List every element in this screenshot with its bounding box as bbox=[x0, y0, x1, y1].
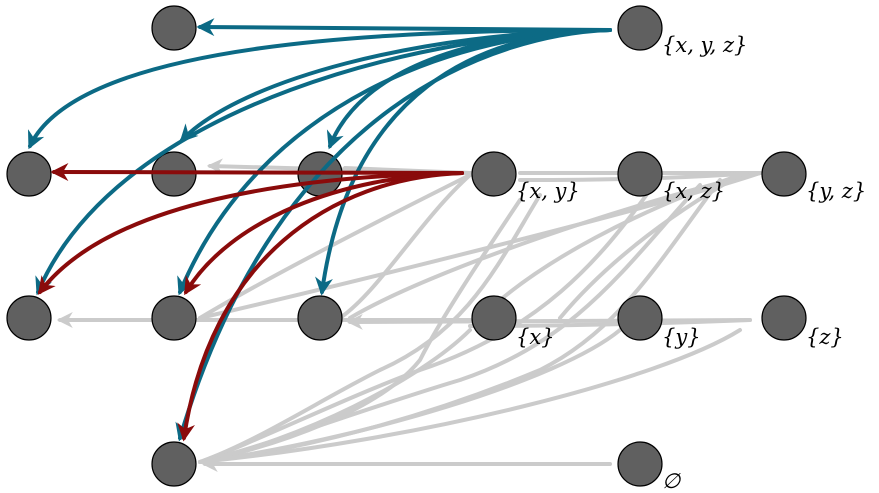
labels: {x, y, z} {x, y} {x, z} {y, z} {x} {y} {… bbox=[516, 33, 866, 493]
label-xyz: {x, y, z} bbox=[662, 33, 747, 57]
node-xy bbox=[471, 151, 517, 197]
gray-edge bbox=[198, 173, 472, 320]
node bbox=[6, 295, 52, 341]
label-yz: {y, z} bbox=[806, 179, 866, 203]
gray-edges bbox=[56, 158, 762, 472]
node-x bbox=[471, 295, 517, 341]
label-xz: {x, z} bbox=[662, 179, 725, 203]
red-edge bbox=[37, 171, 464, 295]
label-z: {z} bbox=[806, 325, 844, 349]
node bbox=[6, 151, 52, 197]
node-z bbox=[761, 295, 807, 341]
nodes bbox=[6, 5, 807, 487]
gray-edge bbox=[198, 328, 622, 464]
node bbox=[151, 5, 197, 51]
node-xyz bbox=[617, 5, 663, 51]
gray-edge bbox=[338, 173, 472, 320]
red-edges bbox=[37, 163, 464, 442]
teal-edge bbox=[179, 28, 612, 143]
label-xy: {x, y} bbox=[516, 179, 580, 203]
label-empty: ∅ bbox=[662, 469, 682, 493]
node-yz bbox=[761, 151, 807, 197]
node bbox=[151, 441, 197, 487]
red-edge bbox=[177, 171, 464, 442]
gray-edge bbox=[346, 313, 752, 330]
node-empty bbox=[617, 441, 663, 487]
teal-edge bbox=[177, 28, 612, 296]
teal-edges bbox=[28, 18, 612, 442]
node-xz bbox=[617, 151, 663, 197]
label-y: {y} bbox=[662, 325, 701, 349]
node bbox=[151, 295, 197, 341]
gray-edge bbox=[198, 328, 472, 464]
gray-edge bbox=[198, 193, 542, 464]
gray-edge bbox=[198, 198, 522, 464]
red-edge bbox=[50, 163, 464, 182]
gray-edge bbox=[198, 328, 742, 464]
node-y bbox=[617, 295, 663, 341]
teal-edge bbox=[175, 28, 612, 442]
node bbox=[297, 295, 343, 341]
teal-edge bbox=[28, 28, 612, 150]
label-x: {x} bbox=[516, 325, 555, 349]
gray-edge bbox=[478, 173, 742, 320]
